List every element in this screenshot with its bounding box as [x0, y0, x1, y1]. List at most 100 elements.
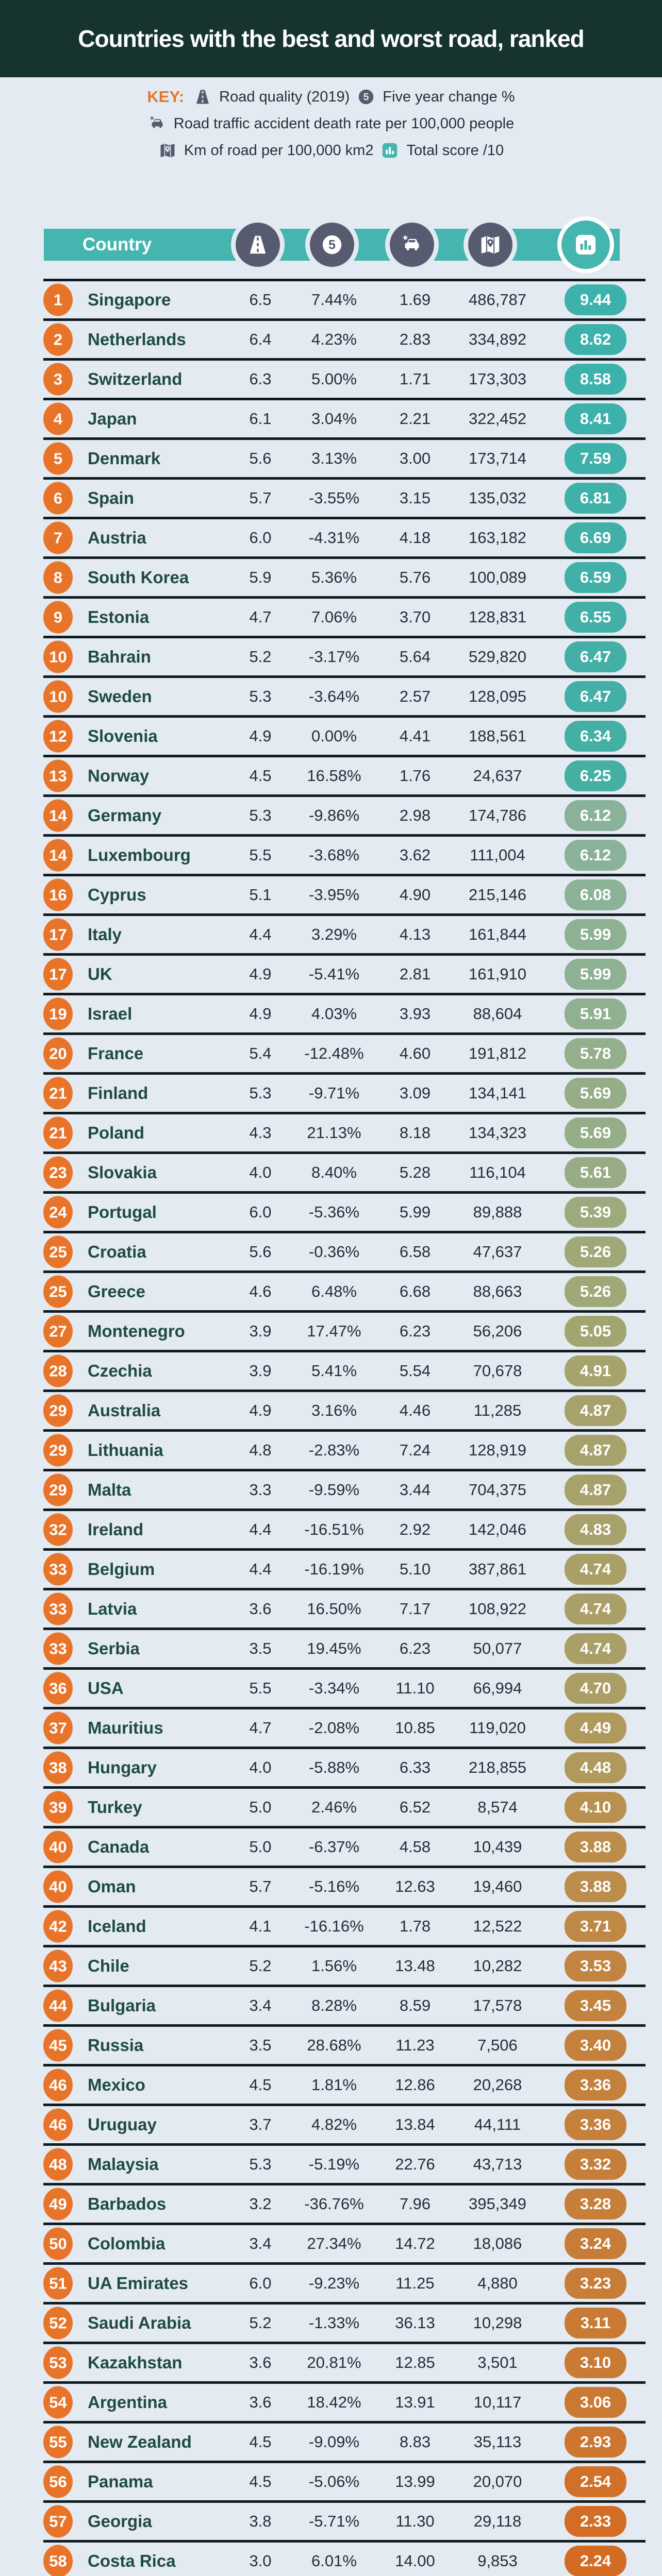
- table-row: 16 Cyprus 5.1 -3.95% 4.90 215,146 6.08: [43, 874, 646, 913]
- country-name: Latvia: [88, 1599, 137, 1618]
- road-quality-value: 5.2: [249, 1957, 272, 1975]
- accident-rate-value: 13.91: [395, 2393, 435, 2411]
- five-year-change-value: 18.42%: [307, 2393, 361, 2411]
- road-quality-value: 3.6: [249, 1600, 272, 1618]
- rank-badge: 28: [43, 1354, 73, 1387]
- accident-rate-value: 7.96: [399, 2195, 431, 2213]
- accident-rate-value: 11.23: [395, 2036, 435, 2054]
- accident-rate-value: 8.83: [399, 2433, 431, 2451]
- rank-badge: 2: [43, 323, 73, 356]
- five-year-change-value: 1.81%: [311, 2076, 357, 2094]
- total-score-badge: 2.33: [565, 2506, 626, 2537]
- accident-rate-value: 2.83: [399, 330, 431, 348]
- accident-rate-value: 7.17: [399, 1600, 431, 1618]
- accident-rate-value: 2.57: [399, 687, 431, 705]
- country-name: Costa Rica: [88, 2551, 176, 2570]
- total-score-badge: 5.61: [565, 1157, 626, 1188]
- five-year-change-icon: [320, 233, 344, 257]
- rank-badge: 54: [43, 2386, 73, 2419]
- km-of-road-value: 128,095: [468, 687, 527, 705]
- km-of-road-value: 19,460: [473, 1877, 522, 1895]
- accident-rate-value: 1.71: [399, 370, 431, 388]
- five-year-change-value: -9.71%: [308, 1084, 360, 1102]
- total-score-badge: 5.69: [565, 1078, 626, 1109]
- country-name: Slovakia: [88, 1163, 157, 1182]
- five-year-change-value: 28.68%: [307, 2036, 361, 2054]
- accident-rate-value: 13.99: [395, 2472, 435, 2490]
- rank-badge: 12: [43, 720, 73, 753]
- road-quality-value: 4.0: [249, 1163, 272, 1181]
- road-quality-value: 3.8: [249, 2512, 272, 2530]
- rank-badge: 48: [43, 2148, 73, 2181]
- road-quality-value: 5.5: [249, 1679, 272, 1697]
- key-accident-label: Road traffic accident death rate per 100…: [173, 115, 515, 132]
- total-score-badge: 6.12: [565, 800, 626, 831]
- country-name: Russia: [88, 2036, 144, 2055]
- accident-rate-value: 3.93: [399, 1005, 431, 1023]
- five-year-change-value: -5.06%: [308, 2472, 360, 2490]
- five-year-change-value: 7.06%: [311, 608, 357, 626]
- country-name: Australia: [88, 1401, 161, 1420]
- rank-badge: 39: [43, 1791, 73, 1824]
- accident-rate-value: 12.86: [395, 2076, 435, 2094]
- road-quality-value: 5.2: [249, 648, 272, 666]
- total-score-badge: 2.24: [565, 2546, 626, 2576]
- total-score-badge: 6.59: [565, 562, 626, 593]
- rank-badge: 23: [43, 1156, 73, 1189]
- table-row: 19 Israel 4.9 4.03% 3.93 88,604 5.91: [43, 993, 646, 1032]
- road-quality-value: 4.6: [249, 1282, 272, 1300]
- total-score-badge: 3.40: [565, 2030, 626, 2061]
- table-row: 51 UA Emirates 6.0 -9.23% 11.25 4,880 3.…: [43, 2262, 646, 2302]
- five-year-change-value: -5.41%: [308, 965, 360, 983]
- total-score-badge: 5.26: [565, 1236, 626, 1267]
- five-year-change-value: 3.29%: [311, 925, 357, 943]
- km-of-road-value: 17,578: [473, 1996, 522, 2014]
- total-score-badge: 3.24: [565, 2228, 626, 2259]
- table-row: 6 Spain 5.7 -3.55% 3.15 135,032 6.81: [43, 477, 646, 517]
- total-score-badge: 3.06: [565, 2387, 626, 2418]
- km-of-road-value: 173,714: [468, 449, 527, 467]
- table-row: 24 Portugal 6.0 -5.36% 5.99 89,888 5.39: [43, 1191, 646, 1231]
- page-header: Countries with the best and worst road, …: [0, 0, 662, 77]
- country-name: Finland: [88, 1083, 148, 1103]
- five-year-change-value: 19.45%: [307, 1639, 361, 1657]
- road-quality-column-icon: [236, 223, 280, 267]
- km-of-road-value: 395,349: [468, 2195, 527, 2213]
- road-icon: [246, 233, 270, 257]
- country-name: Mexico: [88, 2075, 145, 2094]
- key-score-label: Total score /10: [406, 142, 504, 159]
- road-quality-value: 5.7: [249, 1877, 272, 1895]
- km-of-road-value: 163,182: [468, 529, 527, 547]
- road-quality-value: 5.4: [249, 1044, 272, 1062]
- country-name: UA Emirates: [88, 2274, 189, 2293]
- table-row: 29 Malta 3.3 -9.59% 3.44 704,375 4.87: [43, 1469, 646, 1509]
- five-year-change-value: 16.50%: [307, 1600, 361, 1618]
- rank-badge: 53: [43, 2346, 73, 2379]
- total-score-badge: 4.10: [565, 1792, 626, 1823]
- five-year-change-value: -5.19%: [308, 2155, 360, 2173]
- road-quality-value: 3.7: [249, 2115, 272, 2133]
- five-year-change-value: -3.17%: [308, 648, 360, 666]
- km-of-road-value: 100,089: [468, 568, 527, 586]
- key-line-3: Km of road per 100,000 km2 Total score /…: [158, 141, 504, 160]
- km-of-road-value: 174,786: [468, 806, 527, 824]
- road-quality-value: 5.0: [249, 1798, 272, 1816]
- country-name: Argentina: [88, 2393, 168, 2412]
- country-name: Slovenia: [88, 726, 158, 745]
- country-name: Panama: [88, 2472, 153, 2491]
- km-of-road-value: 8,574: [477, 1798, 518, 1816]
- road-quality-value: 6.5: [249, 291, 272, 309]
- five-year-change-value: 2.46%: [311, 1798, 357, 1816]
- km-of-road-value: 88,663: [473, 1282, 522, 1300]
- country-name: Ireland: [88, 1520, 144, 1539]
- rank-badge: 20: [43, 1037, 73, 1070]
- accident-rate-value: 2.81: [399, 965, 431, 983]
- table-row: 50 Colombia 3.4 27.34% 14.72 18,086 3.24: [43, 2223, 646, 2262]
- total-score-badge: 4.74: [565, 1554, 626, 1585]
- road-quality-value: 5.5: [249, 846, 272, 864]
- rank-badge: 43: [43, 1950, 73, 1982]
- five-year-change-value: -3.55%: [308, 489, 360, 507]
- rank-badge: 21: [43, 1077, 73, 1110]
- road-quality-value: 5.9: [249, 568, 272, 586]
- accident-rate-value: 6.68: [399, 1282, 431, 1300]
